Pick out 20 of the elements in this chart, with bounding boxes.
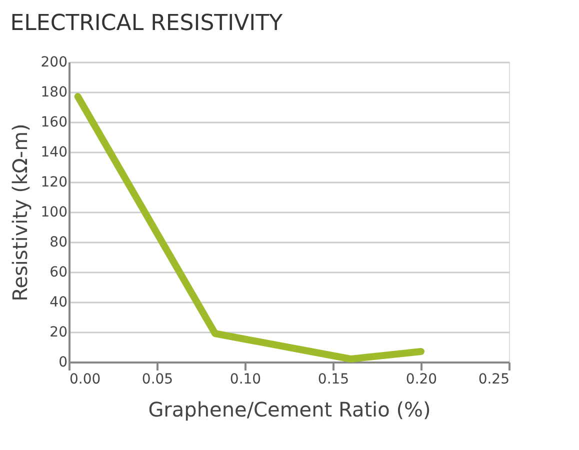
y-tick-label: 60 — [50, 264, 68, 280]
y-tick-label: 200 — [40, 54, 68, 70]
y-tick-label: 120 — [40, 174, 68, 190]
y-tick-label: 180 — [40, 84, 68, 100]
x-axis-title: Graphene/Cement Ratio (%) — [148, 398, 431, 422]
x-tick-label: 0.25 — [478, 372, 510, 388]
y-tick-label: 140 — [40, 144, 68, 160]
x-tick-label: 0.20 — [406, 372, 438, 388]
x-tick-label: 0.15 — [318, 372, 350, 388]
y-tick-label: 40 — [50, 294, 68, 310]
y-tick-label: 0 — [58, 354, 68, 370]
chart-title: ELECTRICAL RESISTIVITY — [10, 11, 284, 36]
x-tick-label: 0.00 — [70, 372, 101, 388]
y-axis-title: Resistivity (kΩ-m) — [8, 124, 32, 302]
y-tick-label: 80 — [50, 234, 68, 250]
y-tick-label: 20 — [50, 324, 68, 340]
x-tick-label: 0.05 — [142, 372, 174, 388]
y-tick-label: 160 — [40, 114, 68, 130]
y-tick-label: 100 — [40, 204, 68, 220]
x-tick-label: 0.10 — [230, 372, 262, 388]
